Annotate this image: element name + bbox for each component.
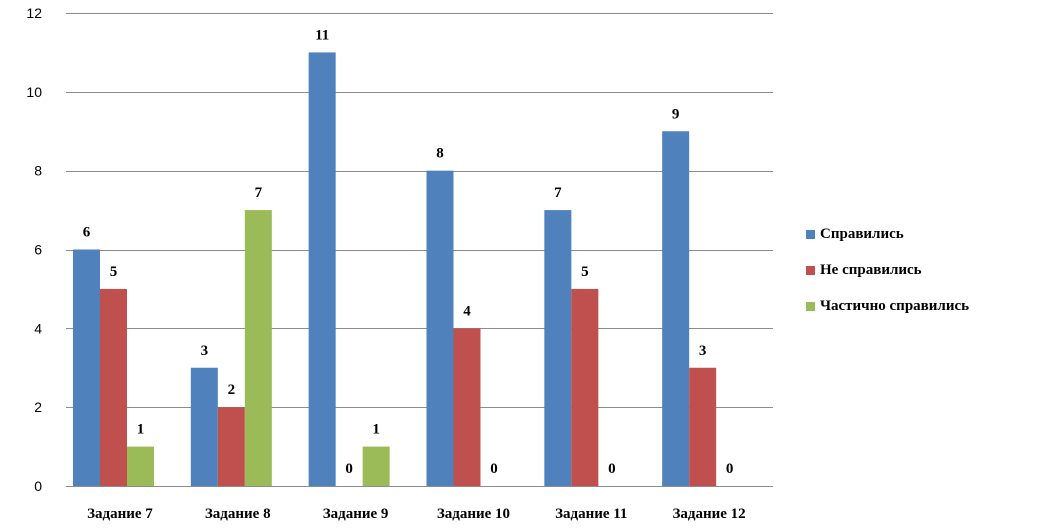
y-axis-ticks: 0 2 4 6 8 10 12 bbox=[26, 5, 42, 494]
data-label-5-0: 9 bbox=[672, 106, 680, 122]
y-tick-4: 4 bbox=[34, 320, 42, 336]
bars bbox=[73, 52, 717, 487]
legend-swatch-1 bbox=[806, 265, 815, 275]
bar-5-0 bbox=[662, 131, 690, 486]
y-tick-8: 8 bbox=[34, 163, 42, 179]
data-label-3-0: 8 bbox=[436, 146, 444, 162]
data-label-4-1: 5 bbox=[581, 264, 589, 280]
bar-4-1 bbox=[571, 288, 599, 486]
bar-0-1 bbox=[100, 288, 127, 486]
legend-item-1: Не справились bbox=[806, 262, 969, 278]
data-label-4-2: 0 bbox=[608, 461, 616, 477]
legend-item-0: Справились bbox=[806, 226, 969, 242]
legend-label-1: Не справились bbox=[820, 261, 922, 278]
bar-0-0 bbox=[73, 249, 100, 486]
data-label-4-0: 7 bbox=[554, 185, 562, 201]
bar-0-2 bbox=[127, 446, 154, 486]
data-label-2-0: 11 bbox=[315, 27, 329, 43]
data-label-3-2: 0 bbox=[490, 461, 498, 477]
category-label-1: Задание 8 bbox=[205, 506, 271, 522]
bar-1-0 bbox=[190, 367, 218, 486]
y-tick-6: 6 bbox=[34, 242, 42, 258]
bar-4-0 bbox=[544, 210, 572, 487]
y-tick-2: 2 bbox=[34, 399, 42, 415]
y-tick-10: 10 bbox=[26, 84, 42, 100]
legend-label-0: Справились bbox=[820, 225, 904, 242]
bar-3-1 bbox=[453, 328, 481, 486]
legend-swatch-0 bbox=[806, 229, 815, 239]
category-label-2: Задание 9 bbox=[323, 506, 389, 522]
data-label-2-2: 1 bbox=[372, 422, 380, 438]
bar-1-2 bbox=[244, 210, 272, 487]
data-label-0-2: 1 bbox=[137, 422, 145, 438]
legend: Справились Не справились Частично справи… bbox=[806, 226, 969, 334]
category-label-0: Задание 7 bbox=[87, 506, 153, 522]
y-tick-0: 0 bbox=[34, 478, 42, 494]
data-label-1-0: 3 bbox=[201, 343, 209, 359]
gridlines bbox=[66, 13, 773, 487]
bar-2-2 bbox=[362, 446, 390, 486]
data-labels: 6 5 1 3 2 7 11 0 1 8 4 0 7 5 0 9 3 0 bbox=[83, 27, 734, 477]
legend-item-2: Частично справились bbox=[806, 298, 969, 314]
data-label-2-1: 0 bbox=[345, 461, 353, 477]
legend-label-2: Частично справились bbox=[820, 297, 970, 314]
data-label-1-2: 7 bbox=[255, 185, 263, 201]
category-label-5: Задание 12 bbox=[672, 506, 745, 522]
data-label-3-1: 4 bbox=[463, 303, 471, 319]
category-label-4: Задание 11 bbox=[555, 506, 627, 522]
bar-2-0 bbox=[308, 52, 336, 487]
data-label-5-1: 3 bbox=[699, 343, 707, 359]
y-tick-12: 12 bbox=[26, 5, 42, 21]
x-axis-categories: Задание 7 Задание 8 Задание 9 Задание 10 Зад… bbox=[87, 506, 746, 522]
category-label-3: Задание 10 bbox=[437, 506, 510, 522]
legend-swatch-2 bbox=[806, 301, 815, 311]
data-label-5-2: 0 bbox=[726, 461, 734, 477]
data-label-0-1: 5 bbox=[110, 264, 118, 280]
bar-5-1 bbox=[689, 367, 717, 486]
data-label-1-1: 2 bbox=[228, 382, 236, 398]
bar-1-1 bbox=[217, 407, 245, 486]
data-label-0-0: 6 bbox=[83, 225, 91, 241]
bar-3-0 bbox=[426, 170, 454, 486]
